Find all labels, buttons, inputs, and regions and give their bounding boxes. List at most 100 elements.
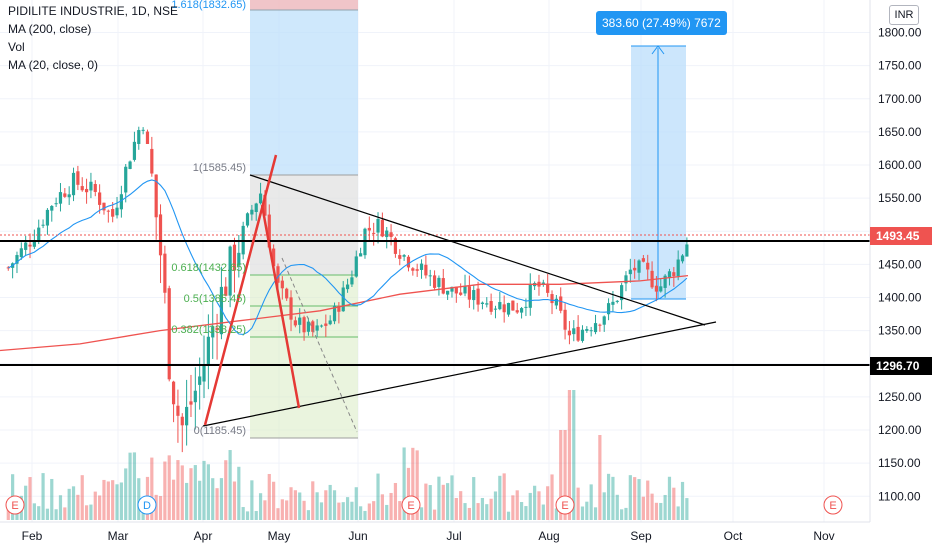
candle-body <box>232 244 237 271</box>
price-axis[interactable]: 1100.001150.001200.001250.001300.001350.… <box>878 26 922 504</box>
earnings-marker[interactable]: E <box>823 495 843 515</box>
volume-bar <box>211 478 215 520</box>
volume-bar <box>580 506 585 520</box>
candle-body <box>476 288 480 305</box>
volume-bar <box>398 501 402 520</box>
ma20-line <box>8 179 688 335</box>
candle-body <box>132 141 137 160</box>
volume-bar <box>389 492 393 520</box>
earnings-marker[interactable]: E <box>5 495 25 515</box>
candle-body <box>167 288 171 380</box>
price-tick-label: 1350.00 <box>878 324 922 338</box>
time-tick-label: May <box>268 529 291 543</box>
volume-bar <box>454 498 458 520</box>
candle-body <box>419 263 424 270</box>
candle-body <box>359 253 363 257</box>
volume-bar <box>476 503 480 520</box>
candle-body <box>185 406 189 426</box>
volume-bar <box>589 484 593 520</box>
candle-body <box>324 323 328 326</box>
volume-bar <box>232 481 237 520</box>
volume-bar <box>254 511 258 520</box>
candle-body <box>441 278 445 294</box>
dividend-marker[interactable]: D <box>137 495 157 515</box>
event-marker-label: E <box>11 500 18 512</box>
volume-bar <box>385 504 389 520</box>
volume-bar <box>659 502 663 520</box>
fib-label-0: 0(1185.45) <box>194 425 246 437</box>
volume-bar <box>541 504 545 520</box>
candle-body <box>37 227 41 241</box>
volume-bar <box>467 507 471 520</box>
volume-bar <box>489 498 493 520</box>
volume-bar <box>298 492 302 520</box>
candle-body <box>111 209 115 217</box>
candle-body <box>411 268 415 271</box>
candlesticks <box>6 126 689 453</box>
candle-body <box>332 305 337 322</box>
candle-body <box>119 194 123 210</box>
price-tick-label: 1400.00 <box>878 291 922 305</box>
volume-bar <box>680 481 685 520</box>
time-axis[interactable]: Feb Mar Apr May Jun Jul Aug Sep Oct Nov <box>22 529 835 543</box>
volume-bar <box>432 509 437 520</box>
candle-body <box>498 302 502 310</box>
price-tick-label: 1650.00 <box>878 125 922 139</box>
volume-bar <box>419 507 424 520</box>
candle-body <box>67 194 71 198</box>
earnings-marker[interactable]: E <box>401 495 421 515</box>
candle-body <box>80 186 84 191</box>
candle-body <box>406 256 411 268</box>
volume-bar <box>511 495 515 520</box>
volume-bar <box>506 511 511 520</box>
candle-body <box>137 130 141 144</box>
volume-bar <box>428 485 432 520</box>
volume-bar <box>24 485 28 520</box>
volume-bar <box>193 465 197 520</box>
time-tick-label: Apr <box>194 529 213 543</box>
candle-body <box>620 285 624 301</box>
candle-body <box>541 282 545 285</box>
candle-body <box>659 286 663 292</box>
volume-bar <box>32 503 36 520</box>
candle-body <box>567 330 572 336</box>
volume-bar <box>472 477 476 520</box>
volume-bar <box>272 481 276 520</box>
price-tick-label: 1250.00 <box>878 390 922 404</box>
candle-body <box>128 161 132 169</box>
candle-body <box>337 306 341 312</box>
measure-arrowhead <box>651 45 665 55</box>
volume-bar <box>206 464 210 520</box>
volume-bar <box>50 478 54 520</box>
candle-body <box>245 213 250 226</box>
candle-body <box>463 285 467 294</box>
candle-body <box>89 181 93 191</box>
volume-bar <box>289 487 293 520</box>
candle-body <box>485 303 489 305</box>
candle-body <box>276 266 280 283</box>
candle-body <box>372 232 376 234</box>
candle-body <box>272 248 276 267</box>
volume-bar <box>367 503 371 520</box>
candle-body <box>267 214 271 248</box>
candle-body <box>493 308 498 310</box>
candle-body <box>19 248 23 258</box>
volume-bar <box>624 507 628 520</box>
candle-body <box>602 316 606 325</box>
volume-bar <box>45 508 50 520</box>
candle-body <box>228 246 232 296</box>
candle-body <box>71 172 76 196</box>
candle-body <box>84 188 89 193</box>
volume-bar <box>376 473 380 520</box>
currency-badge[interactable]: INR <box>889 5 919 25</box>
event-marker-circle <box>823 495 843 515</box>
earnings-marker[interactable]: E <box>555 495 575 515</box>
volume-bar <box>119 482 123 520</box>
volume-bar <box>241 507 245 520</box>
volume-bar <box>585 501 589 520</box>
volume-bar <box>576 487 580 520</box>
candle-body <box>606 303 611 315</box>
volume-bar <box>84 505 89 520</box>
